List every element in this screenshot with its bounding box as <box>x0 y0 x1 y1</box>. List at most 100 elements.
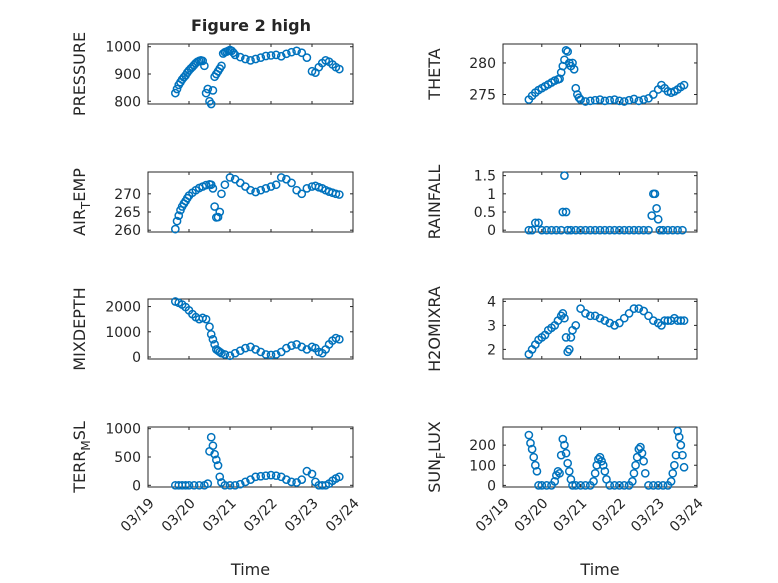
data-point <box>644 481 653 490</box>
data-point <box>678 450 687 460</box>
data-point <box>610 95 619 104</box>
data-point <box>282 343 291 353</box>
data-point <box>208 441 218 451</box>
subplot-3: 260 265 270 AIRTEMP <box>70 168 354 239</box>
data-point <box>251 345 260 354</box>
data-point <box>600 466 610 476</box>
data-point <box>230 50 240 60</box>
data-point <box>297 475 307 484</box>
data-point <box>213 212 223 222</box>
data-point <box>307 469 317 479</box>
data-point <box>527 444 537 454</box>
y-tick-label: 1.5 <box>474 169 496 185</box>
data-point <box>585 311 595 321</box>
data-point <box>225 173 235 182</box>
y-axis-label: RAINFALL <box>425 165 444 240</box>
data-point <box>590 225 600 235</box>
y-axis-label: H2OMIXRA <box>425 286 444 372</box>
data-point <box>170 224 180 234</box>
x-axis-label: Time <box>230 560 270 579</box>
data-point <box>619 313 629 323</box>
data-point <box>534 218 543 228</box>
data-point <box>576 225 585 235</box>
data-point <box>206 329 216 339</box>
series-markers <box>524 426 689 490</box>
data-point <box>266 350 276 360</box>
data-point <box>679 80 689 90</box>
data-point <box>217 61 226 71</box>
data-point <box>208 184 218 193</box>
data-point <box>571 321 581 330</box>
data-point <box>615 481 624 490</box>
data-point <box>297 48 307 58</box>
data-point <box>282 475 291 484</box>
data-point <box>610 481 619 490</box>
series-markers <box>170 173 344 234</box>
data-point <box>663 225 673 235</box>
data-point <box>170 88 180 98</box>
data-point <box>174 211 184 220</box>
data-point <box>537 225 547 235</box>
data-point <box>547 225 556 235</box>
data-point <box>619 225 629 235</box>
y-tick-label: 0.5 <box>474 205 496 221</box>
data-point <box>287 178 296 188</box>
data-point <box>585 225 595 235</box>
data-point <box>220 350 230 359</box>
data-point <box>215 347 225 357</box>
data-point <box>629 304 639 313</box>
data-point <box>605 481 615 490</box>
data-point <box>524 225 534 235</box>
data-point <box>673 225 682 235</box>
data-point <box>184 480 194 490</box>
subplot-4: 0 0.5 1 1.5 RAINFALL <box>425 165 698 240</box>
data-point <box>210 340 219 349</box>
series-markers <box>524 304 689 359</box>
data-point <box>235 52 245 62</box>
data-point <box>564 345 574 354</box>
y-tick-label: 0 <box>487 478 496 494</box>
data-point <box>631 460 640 470</box>
data-point <box>251 54 260 64</box>
y-axis-label: SUNFLUX <box>425 421 448 493</box>
data-point <box>566 474 576 484</box>
data-point <box>225 480 235 490</box>
data-point <box>634 225 644 235</box>
data-point <box>189 480 199 490</box>
data-point <box>524 430 534 440</box>
data-point <box>334 64 344 74</box>
data-point <box>287 341 296 350</box>
subplot-6: 2 3 4 H2OMIXRA <box>425 286 698 372</box>
data-point <box>246 185 255 195</box>
data-point <box>206 99 216 109</box>
y-tick-label: 1000 <box>105 422 141 438</box>
subplot-2: 275 280 THETA <box>425 43 698 106</box>
data-point <box>287 477 296 487</box>
data-point <box>561 448 571 458</box>
data-point <box>302 53 312 62</box>
data-point <box>261 471 271 481</box>
data-point <box>595 225 605 235</box>
data-point <box>629 225 639 235</box>
data-point <box>241 343 250 353</box>
data-point <box>666 477 676 486</box>
data-point <box>201 314 211 324</box>
x-axis-label: Time <box>579 560 619 579</box>
data-point <box>276 173 286 182</box>
data-point <box>637 448 647 458</box>
data-point <box>650 189 660 199</box>
series-markers <box>170 45 344 109</box>
data-point <box>610 321 619 330</box>
data-point <box>181 480 190 490</box>
data-point <box>542 481 552 490</box>
data-point <box>639 456 649 466</box>
data-point <box>653 214 663 224</box>
data-point <box>334 190 344 199</box>
y-tick-label: 900 <box>114 67 141 83</box>
data-point <box>526 438 535 448</box>
y-axis-label: PRESSURE <box>70 32 89 116</box>
data-point <box>256 471 266 481</box>
data-point <box>229 48 238 58</box>
data-point <box>590 311 600 321</box>
